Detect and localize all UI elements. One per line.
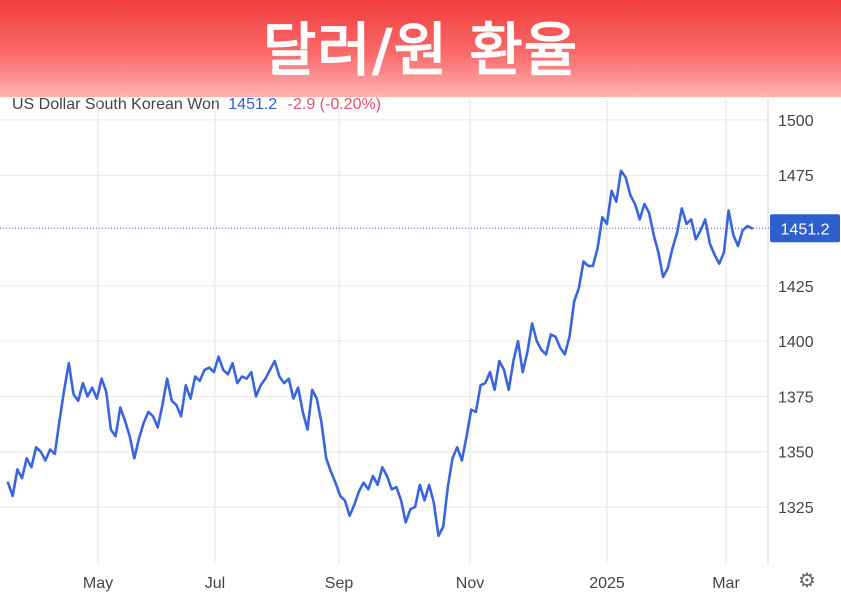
x-tick-label: Nov xyxy=(456,575,484,592)
x-tick-label: May xyxy=(83,575,113,592)
y-tick-label: 1500 xyxy=(778,113,814,130)
x-tick-label: Jul xyxy=(205,575,225,592)
last-value-label: 1451.2 xyxy=(781,221,830,238)
x-tick-label: 2025 xyxy=(589,575,625,592)
y-tick-label: 1350 xyxy=(778,445,814,462)
instrument-name: US Dollar South Korean Won xyxy=(12,96,220,113)
series-line xyxy=(6,169,754,538)
y-tick-label: 1400 xyxy=(778,334,814,351)
banner-title: 달러/원 환율 xyxy=(262,15,579,84)
title-banner: 달러/원 환율 xyxy=(0,0,841,97)
instrument-price: 1451.2 xyxy=(228,96,278,113)
y-tick-label: 1475 xyxy=(778,168,814,185)
x-tick-label: Sep xyxy=(325,575,354,592)
instrument-header: US Dollar South Korean Won 1451.2 -2.9 (… xyxy=(12,96,381,114)
y-tick-label: 1325 xyxy=(778,500,814,517)
last-value-badge xyxy=(770,214,840,243)
instrument-change: -2.9 (-0.20%) xyxy=(287,96,382,113)
y-tick-label: 1425 xyxy=(778,279,814,296)
gear-icon[interactable]: ⚙ xyxy=(798,570,816,592)
y-tick-label: 1375 xyxy=(778,389,814,406)
x-tick-label: Mar xyxy=(712,575,740,592)
